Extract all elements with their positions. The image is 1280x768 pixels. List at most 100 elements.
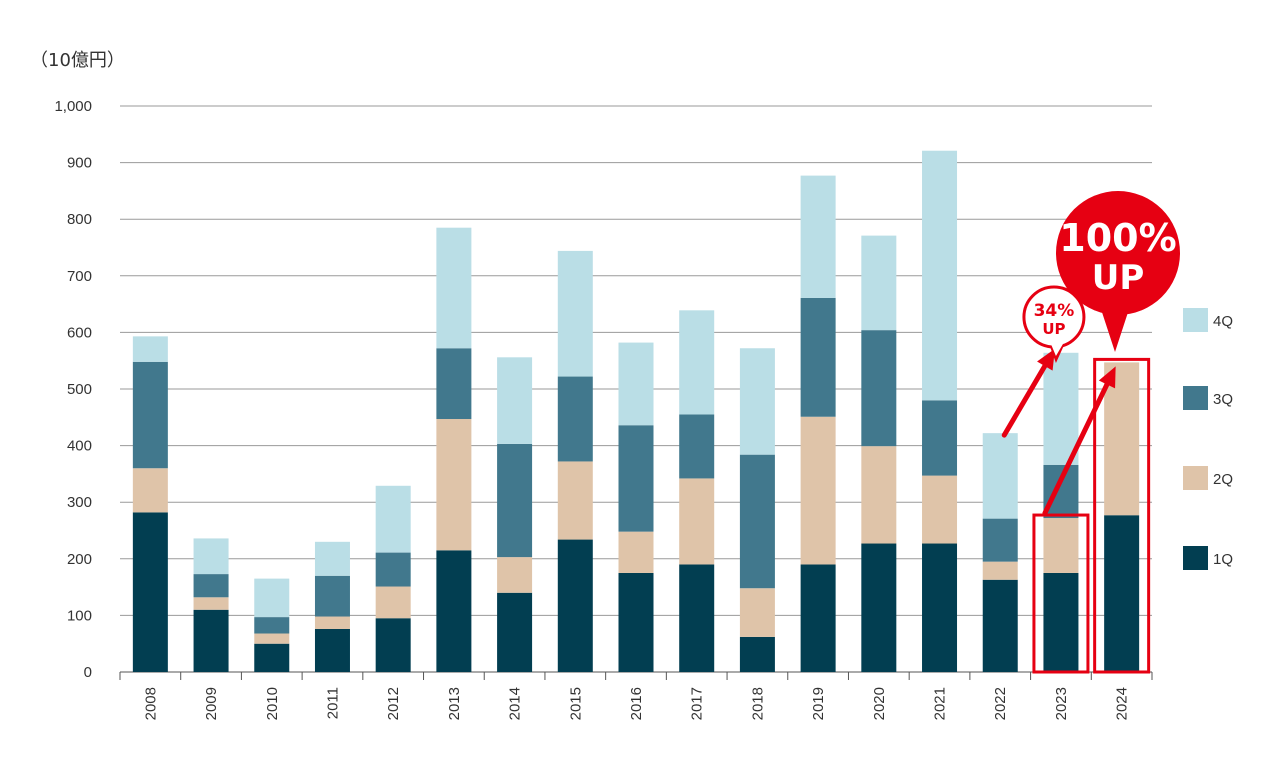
bar-2022-2Q	[982, 561, 1018, 580]
x-tick-label-2015: 2015	[567, 687, 584, 720]
callout-34-line1: 34%	[1034, 301, 1075, 321]
y-tick-label: 100	[67, 607, 92, 624]
x-tick-label-2022: 2022	[992, 687, 1009, 720]
bar-2011-3Q	[314, 575, 350, 617]
bar-2008-4Q	[132, 336, 168, 362]
callout-34-up: 34%UP	[1022, 285, 1086, 363]
x-tick-label-2024: 2024	[1114, 687, 1131, 720]
bar-2021-2Q	[922, 475, 958, 544]
bar-2012-2Q	[375, 586, 411, 619]
bar-2016-1Q	[618, 572, 654, 672]
bar-2008-2Q	[132, 468, 168, 513]
bar-2021-3Q	[922, 400, 958, 476]
bar-2017-2Q	[679, 478, 715, 565]
x-tick-label-2020: 2020	[871, 687, 888, 720]
x-tick-label-2011: 2011	[324, 687, 341, 719]
y-tick-label: 1,000	[54, 98, 92, 115]
bar-2008-3Q	[132, 361, 168, 469]
bar-2014-1Q	[497, 592, 533, 672]
bar-2017-1Q	[679, 564, 715, 672]
arrow-2022-2023	[1001, 348, 1055, 438]
bar-2016-4Q	[618, 342, 654, 426]
arrow-2023-2024	[1042, 366, 1116, 516]
bar-2024-1Q	[1104, 515, 1140, 672]
highlight-box-2024	[1093, 357, 1151, 674]
y-tick-label: 500	[67, 381, 92, 398]
y-tick-label: 700	[67, 268, 92, 285]
y-tick-label: 400	[67, 438, 92, 455]
bar-2015-4Q	[557, 250, 593, 377]
bar-2013-4Q	[436, 227, 472, 349]
legend-label-3Q: 3Q	[1213, 391, 1233, 408]
bar-2017-3Q	[679, 414, 715, 479]
bar-2016-2Q	[618, 531, 654, 573]
bar-2010-1Q	[254, 643, 290, 672]
bar-2013-3Q	[436, 348, 472, 419]
x-tick-label-2021: 2021	[932, 687, 949, 720]
bar-2023-2Q	[1043, 518, 1079, 573]
x-tick-label-2018: 2018	[749, 687, 766, 720]
bar-2011-4Q	[314, 541, 350, 576]
bar-2019-1Q	[800, 564, 836, 672]
bar-2021-1Q	[922, 543, 958, 672]
bar-2008-1Q	[132, 512, 168, 672]
bar-2014-3Q	[497, 443, 533, 558]
x-tick-label-2013: 2013	[446, 687, 463, 720]
bars	[132, 150, 1140, 672]
bar-2020-3Q	[861, 330, 897, 447]
legend-swatch-1Q	[1183, 546, 1208, 570]
y-tick-label: 300	[67, 494, 92, 511]
x-tick-label-2010: 2010	[264, 687, 281, 720]
bar-2020-1Q	[861, 543, 897, 672]
bar-2023-4Q	[1043, 352, 1079, 465]
bar-2015-1Q	[557, 539, 593, 672]
y-tick-label: 800	[67, 211, 92, 228]
bar-2009-2Q	[193, 597, 229, 610]
bar-2023-1Q	[1043, 572, 1079, 672]
legend-swatch-2Q	[1183, 466, 1208, 490]
arrows	[1001, 348, 1116, 516]
bar-2010-4Q	[254, 578, 290, 618]
bar-2014-2Q	[497, 557, 533, 593]
x-tick-label-2017: 2017	[689, 687, 706, 720]
bar-2009-3Q	[193, 574, 229, 598]
bar-2019-4Q	[800, 175, 836, 298]
legend-label-1Q: 1Q	[1213, 551, 1233, 568]
legend-swatch-4Q	[1183, 308, 1208, 332]
bar-2013-1Q	[436, 550, 472, 672]
y-tick-label: 900	[67, 155, 92, 172]
unit-label: （10億円）	[30, 50, 125, 71]
legend-label-2Q: 2Q	[1213, 471, 1233, 488]
legend: 4Q 3Q 2Q 1Q	[1183, 308, 1233, 570]
y-axis-ticks: 0 100 200 300 400 500 600 700 800 900 1,000	[54, 98, 92, 681]
bar-2009-1Q	[193, 609, 229, 672]
bar-2020-2Q	[861, 446, 897, 544]
bar-2018-2Q	[739, 588, 775, 637]
bar-2019-2Q	[800, 416, 836, 565]
bar-2022-1Q	[982, 579, 1018, 672]
legend-swatch-3Q	[1183, 386, 1208, 410]
bar-2009-4Q	[193, 538, 229, 575]
bar-2018-3Q	[739, 454, 775, 589]
highlight-box-2023	[1032, 513, 1090, 674]
callout-100-line1: 100%	[1059, 216, 1176, 260]
x-tick-label-2019: 2019	[810, 687, 827, 720]
x-tick-label-2008: 2008	[142, 687, 159, 720]
x-tick-label-2016: 2016	[628, 687, 645, 720]
bar-2012-1Q	[375, 618, 411, 672]
bar-2011-1Q	[314, 628, 350, 672]
bar-2024-2Q	[1104, 362, 1140, 516]
callout-100-line2: UP	[1092, 258, 1145, 298]
callout-100-up: 100%UP	[1056, 191, 1180, 352]
bar-2018-4Q	[739, 348, 775, 455]
bar-2010-2Q	[254, 633, 290, 644]
bar-2021-4Q	[922, 150, 958, 401]
x-tick-label-2009: 2009	[203, 687, 220, 720]
x-axis: 2008 2009 2010 2011 2012 2013 2014 2015 2016 2017…	[119, 672, 1153, 720]
bar-2015-3Q	[557, 376, 593, 462]
y-tick-label: 600	[67, 324, 92, 341]
bar-2019-3Q	[800, 297, 836, 417]
bar-2020-4Q	[861, 235, 897, 331]
callout-34-line2: UP	[1042, 320, 1065, 338]
